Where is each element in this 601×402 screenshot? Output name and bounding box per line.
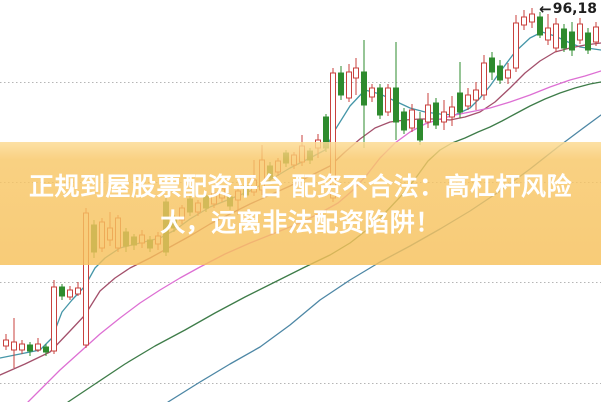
arrow-left-icon: ← [539, 0, 552, 18]
banner-line2: 大，远离非法配资陷阱！ [160, 208, 441, 237]
price-marker-label: 96,18 [552, 1, 597, 17]
price-marker: ← 96,18 [539, 1, 597, 17]
warning-banner: 正规到屋股票配资平台 配资不合法：高杠杆风险 大，远离非法配资陷阱！ [0, 142, 601, 265]
banner-line1: 正规到屋股票配资平台 配资不合法：高杠杆风险 [29, 172, 572, 201]
